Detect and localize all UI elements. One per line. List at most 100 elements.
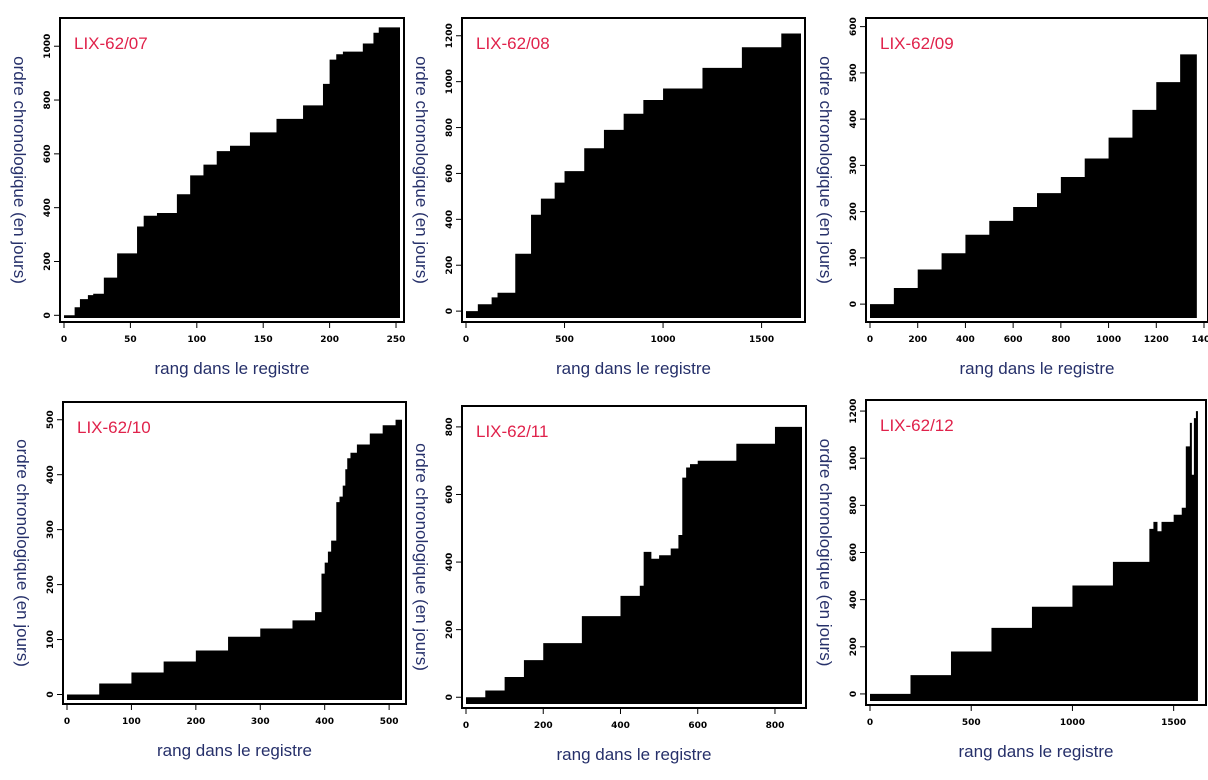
y-tick-label: 200: [445, 620, 455, 639]
y-axis-label: ordre chronologique (en jours): [816, 56, 835, 284]
x-tick-label: 600: [1004, 335, 1023, 345]
data-area: [466, 416, 802, 704]
x-tick-label: 1200: [1144, 335, 1169, 345]
panel-title: LIX-62/09: [880, 34, 954, 53]
x-tick-label: 200: [186, 717, 205, 727]
data-area: [870, 411, 1198, 701]
x-tick-label: 600: [688, 721, 707, 731]
panel-title: LIX-62/07: [74, 34, 148, 53]
panel-title: LIX-62/08: [476, 34, 550, 53]
x-tick-label: 0: [867, 718, 873, 728]
y-tick-label: 800: [849, 496, 859, 515]
x-axis-label: rang dans le registre: [557, 745, 712, 764]
x-axis-label: rang dans le registre: [157, 741, 312, 760]
y-tick-label: 100: [46, 630, 56, 649]
y-tick-label: 200: [445, 256, 455, 275]
y-tick-label: 600: [849, 17, 859, 36]
x-tick-label: 1000: [1060, 718, 1085, 728]
x-tick-label: 200: [908, 335, 927, 345]
x-tick-label: 400: [956, 335, 975, 345]
x-tick-label: 0: [463, 721, 469, 731]
y-tick-label: 800: [445, 118, 455, 137]
y-tick-label: 300: [46, 520, 56, 539]
x-tick-label: 500: [962, 718, 981, 728]
x-tick-label: 400: [611, 721, 630, 731]
x-tick-label: 200: [320, 335, 339, 345]
y-tick-label: 0: [46, 691, 56, 697]
x-tick-label: 1000: [1096, 335, 1121, 345]
data-area: [466, 26, 801, 319]
panel-title: LIX-62/10: [77, 418, 151, 437]
x-tick-label: 250: [387, 335, 406, 345]
y-tick-label: 400: [43, 198, 53, 217]
plot-frame: [461, 17, 806, 323]
x-tick-label: 0: [61, 335, 67, 345]
y-tick-label: 1000: [43, 34, 53, 59]
panel-title: LIX-62/11: [476, 422, 548, 441]
y-tick-label: 600: [849, 543, 859, 562]
y-tick-label: 0: [849, 301, 859, 307]
y-tick-label: 0: [445, 694, 455, 700]
y-tick-label: 800: [43, 91, 53, 110]
y-tick-label: 500: [46, 410, 56, 429]
y-axis-label: ordre chronologique (en jours): [10, 56, 29, 284]
chart-svg: 0 500 1000 1500 0 200 400 600 800 1000 1200 LIX-62/…: [816, 399, 1207, 761]
y-tick-label: 1000: [849, 446, 859, 471]
y-tick-label: 400: [849, 110, 859, 129]
chart-svg: 0 100 200 300 400 500 0 100 200 300 400 500 LIX-62/1…: [13, 401, 407, 760]
y-tick-label: 600: [445, 485, 455, 504]
y-axis-label: ordre chronologique (en jours): [412, 443, 431, 671]
x-tick-label: 200: [534, 721, 553, 731]
y-tick-label: 400: [445, 210, 455, 229]
y-tick-label: 100: [849, 248, 859, 267]
data-area: [870, 31, 1197, 318]
y-tick-label: 200: [849, 202, 859, 221]
x-tick-label: 1500: [1161, 718, 1186, 728]
y-tick-label: 1200: [849, 399, 859, 424]
x-tick-label: 150: [254, 335, 273, 345]
x-tick-label: 500: [380, 717, 399, 727]
data-area: [67, 414, 402, 700]
chart-panel-2: 0 500 1000 1500 0 200 400 600 800 1000 1200 LIX-62/…: [402, 16, 811, 394]
y-tick-label: 500: [849, 63, 859, 82]
x-tick-label: 1000: [651, 335, 676, 345]
x-tick-label: 0: [867, 335, 873, 345]
y-tick-label: 200: [849, 637, 859, 656]
y-tick-label: 200: [46, 575, 56, 594]
data-area: [64, 27, 400, 319]
plot-frame: [461, 405, 807, 709]
x-tick-label: 1500: [749, 335, 774, 345]
plot-frame: [865, 17, 1208, 323]
x-tick-label: 50: [124, 335, 137, 345]
y-tick-label: 200: [43, 252, 53, 271]
y-tick-label: 1000: [445, 69, 455, 94]
x-tick-label: 800: [1051, 335, 1070, 345]
plot-frame: [62, 401, 407, 705]
panel-title: LIX-62/12: [880, 416, 954, 435]
y-tick-label: 800: [445, 417, 455, 436]
x-tick-label: 0: [64, 717, 70, 727]
y-tick-label: 0: [445, 308, 455, 314]
x-tick-label: 500: [555, 335, 574, 345]
chart-panel-1: 0 50 100 150 200 250 0 200 400 600 800 1000 LIX-62/0…: [0, 16, 410, 394]
x-tick-label: 100: [122, 717, 141, 727]
y-tick-label: 0: [43, 312, 53, 318]
chart-panel-6: 0 500 1000 1500 0 200 400 600 800 1000 1200 LIX-62/…: [806, 398, 1208, 777]
y-axis-label: ordre chronologique (en jours): [13, 439, 32, 667]
chart-panel-4: 0 100 200 300 400 500 0 100 200 300 400 500 LIX-62/1…: [3, 400, 412, 776]
y-tick-label: 400: [849, 590, 859, 609]
y-tick-label: 600: [43, 144, 53, 163]
chart-panel-5: 0 200 400 600 800 0 200 400 600 800 LIX-62/11 rang …: [402, 404, 812, 780]
x-axis-label: rang dans le registre: [959, 742, 1114, 761]
x-axis-label: rang dans le registre: [155, 359, 310, 378]
y-tick-label: 300: [849, 156, 859, 175]
y-tick-label: 0: [849, 691, 859, 697]
x-tick-label: 0: [463, 335, 469, 345]
y-tick-label: 1200: [445, 23, 455, 48]
plot-frame: [59, 17, 405, 323]
y-tick-label: 600: [445, 164, 455, 183]
